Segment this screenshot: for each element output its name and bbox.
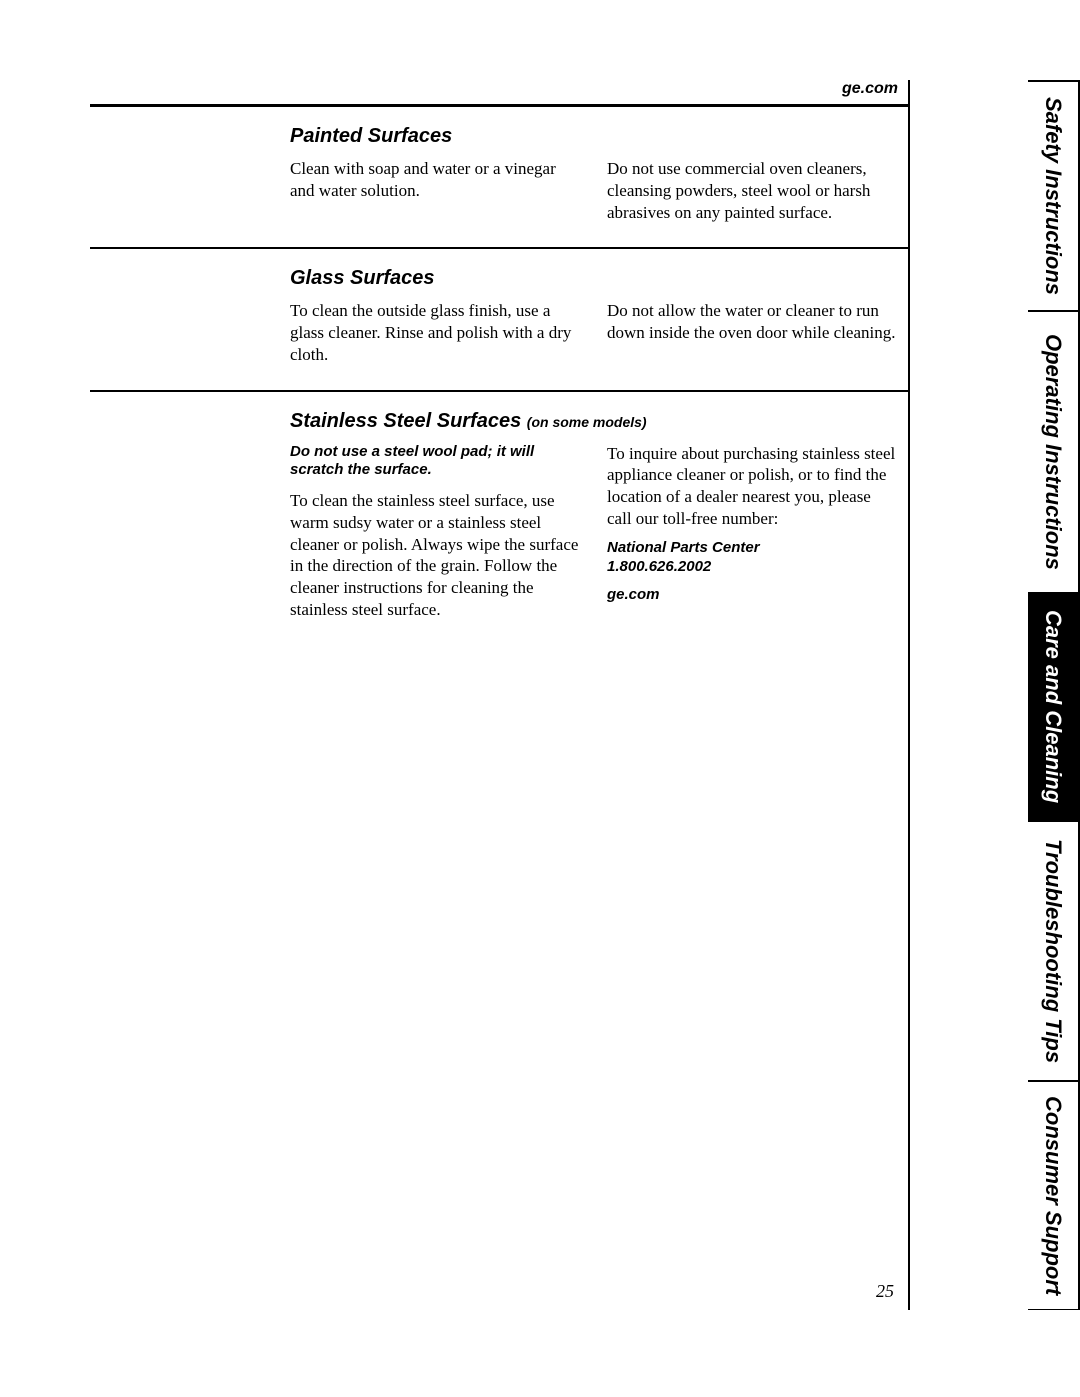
body-text: Clean with soap and water or a vinegar a… — [290, 158, 581, 223]
tab-care[interactable]: Care and Cleaning — [1028, 592, 1078, 822]
section-glass: Glass Surfaces To clean the outside glas… — [90, 249, 908, 389]
body-text: To clean the outside glass finish, use a… — [290, 300, 581, 365]
side-tabs: Safety Instructions Operating Instructio… — [1028, 80, 1080, 1310]
contact-phone: 1.800.626.2002 — [607, 557, 898, 577]
tab-troubleshooting[interactable]: Troubleshooting Tips — [1028, 822, 1078, 1082]
section-heading: Painted Surfaces — [290, 125, 898, 148]
page-number: 25 — [876, 1281, 894, 1302]
right-column: To inquire about purchasing stainless st… — [607, 443, 898, 621]
columns: Do not use a steel wool pad; it will scr… — [290, 443, 898, 621]
body-text: To inquire about purchasing stainless st… — [607, 443, 898, 530]
tab-safety[interactable]: Safety Instructions — [1028, 82, 1078, 312]
contact-url: ge.com — [607, 585, 898, 605]
section-heading: Stainless Steel Surfaces (on some models… — [290, 410, 898, 433]
section-painted: Painted Surfaces Clean with soap and wat… — [90, 107, 908, 247]
left-column: Do not use a steel wool pad; it will scr… — [290, 443, 581, 621]
section-heading: Glass Surfaces — [290, 267, 898, 290]
contact-name: National Parts Center — [607, 538, 898, 558]
heading-text: Stainless Steel Surfaces — [290, 410, 521, 432]
warning-text: Do not use a steel wool pad; it will scr… — [290, 443, 581, 481]
heading-note: (on some models) — [527, 414, 647, 430]
section-stainless: Stainless Steel Surfaces (on some models… — [90, 392, 908, 645]
tab-consumer[interactable]: Consumer Support — [1028, 1082, 1078, 1309]
body-text: To clean the stainless steel surface, us… — [290, 490, 581, 621]
document-page: ge.com Painted Surfaces Clean with soap … — [90, 80, 910, 1310]
header-url: ge.com — [90, 80, 908, 98]
columns: Clean with soap and water or a vinegar a… — [290, 158, 898, 223]
columns: To clean the outside glass finish, use a… — [290, 300, 898, 365]
tab-operating[interactable]: Operating Instructions — [1028, 312, 1078, 592]
body-text: Do not use commercial oven cleaners, cle… — [607, 158, 898, 223]
body-text: Do not allow the water or cleaner to run… — [607, 300, 898, 365]
